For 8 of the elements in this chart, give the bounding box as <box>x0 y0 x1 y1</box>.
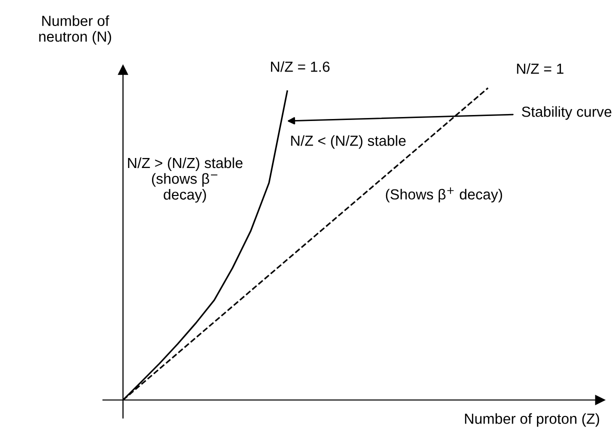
y-axis-title: Number of neutron (N) <box>39 15 112 45</box>
text: N/Z > (N/Z) stable (shows β$^{−}$ decay) <box>128 157 242 203</box>
text: Stability curve <box>522 106 612 120</box>
text: N/Z = 1 <box>517 63 564 74</box>
annotation: (Shows β$^{+}$ decay) <box>386 187 502 202</box>
x-axis-title: Number of proton (Z) <box>465 413 600 427</box>
annotation: N/Z < (N/Z) stable <box>291 135 406 149</box>
text: N/Z = 1.6 <box>271 61 330 72</box>
